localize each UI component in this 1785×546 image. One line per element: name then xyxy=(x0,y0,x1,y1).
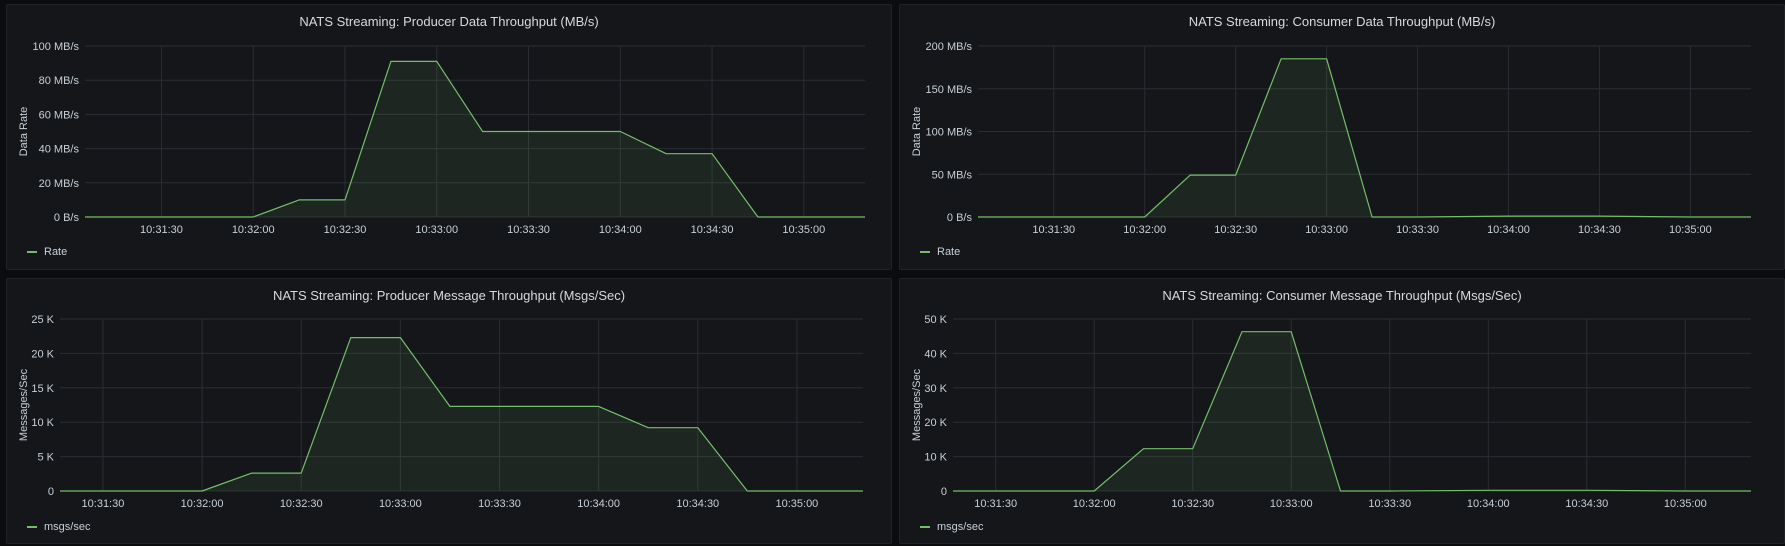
legend-swatch xyxy=(920,251,930,253)
x-tick-label: 10:34:30 xyxy=(676,498,719,510)
series-area xyxy=(85,61,865,218)
series-area xyxy=(978,58,1751,217)
panel-consumer-data: NATS Streaming: Consumer Data Throughput… xyxy=(899,4,1785,270)
y-axis-label: Messages/Sec xyxy=(911,368,923,441)
y-tick-label: 20 K xyxy=(924,417,947,429)
x-tick-label: 10:34:00 xyxy=(577,498,620,510)
y-tick-label: 30 K xyxy=(924,383,947,395)
y-tick-label: 150 MB/s xyxy=(926,84,973,96)
y-tick-label: 200 MB/s xyxy=(926,41,973,53)
y-axis-label: Messages/Sec xyxy=(18,368,30,441)
x-tick-label: 10:34:00 xyxy=(1487,224,1530,236)
x-tick-label: 10:32:00 xyxy=(181,498,224,510)
legend-label: Rate xyxy=(44,246,68,258)
y-tick-label: 0 xyxy=(941,486,947,498)
y-tick-label: 0 B/s xyxy=(54,212,80,224)
x-tick-label: 10:34:30 xyxy=(691,224,734,236)
x-tick-label: 10:33:30 xyxy=(1396,224,1439,236)
x-tick-label: 10:31:30 xyxy=(140,224,183,236)
panel-title[interactable]: NATS Streaming: Producer Message Through… xyxy=(272,288,626,303)
y-tick-label: 100 MB/s xyxy=(33,41,80,53)
x-tick-label: 10:32:30 xyxy=(1214,224,1257,236)
legend-label: msgs/sec xyxy=(937,521,984,533)
x-tick-label: 10:35:00 xyxy=(1664,498,1707,510)
legend[interactable]: msgs/sec xyxy=(27,521,90,533)
y-tick-label: 10 K xyxy=(31,417,54,429)
panel-title[interactable]: NATS Streaming: Consumer Data Throughput… xyxy=(1188,14,1496,29)
legend[interactable]: Rate xyxy=(27,246,67,258)
panel-consumer-messages: NATS Streaming: Consumer Message Through… xyxy=(899,278,1785,544)
x-tick-label: 10:32:30 xyxy=(324,224,367,236)
x-tick-label: 10:33:00 xyxy=(415,224,458,236)
y-tick-label: 40 MB/s xyxy=(39,144,80,156)
y-tick-label: 40 K xyxy=(924,348,947,360)
legend-swatch xyxy=(27,526,37,528)
panel-title[interactable]: NATS Streaming: Consumer Message Through… xyxy=(1162,288,1522,303)
x-tick-label: 10:32:30 xyxy=(1171,498,1214,510)
x-tick-label: 10:34:00 xyxy=(1467,498,1510,510)
y-tick-label: 5 K xyxy=(37,452,54,464)
series-line xyxy=(953,331,1751,492)
y-tick-label: 0 B/s xyxy=(947,212,973,224)
y-tick-label: 100 MB/s xyxy=(926,127,973,139)
y-tick-label: 10 K xyxy=(924,452,947,464)
legend-label: msgs/sec xyxy=(44,521,91,533)
x-tick-label: 10:32:00 xyxy=(1073,498,1116,510)
x-tick-label: 10:31:30 xyxy=(82,498,125,510)
x-tick-label: 10:31:30 xyxy=(1032,224,1075,236)
panel-title[interactable]: NATS Streaming: Producer Data Throughput… xyxy=(299,14,599,29)
x-tick-label: 10:32:00 xyxy=(1123,224,1166,236)
y-tick-label: 50 K xyxy=(924,314,947,326)
y-tick-label: 20 MB/s xyxy=(39,178,80,190)
panel-producer-data: NATS Streaming: Producer Data Throughput… xyxy=(6,4,892,270)
y-axis-label: Data Rate xyxy=(18,107,30,157)
panel-producer-messages: NATS Streaming: Producer Message Through… xyxy=(6,278,892,544)
x-tick-label: 10:32:30 xyxy=(280,498,323,510)
x-tick-label: 10:33:30 xyxy=(507,224,550,236)
x-tick-label: 10:35:00 xyxy=(782,224,825,236)
x-tick-label: 10:31:30 xyxy=(974,498,1017,510)
chart-producer-data: 0 B/s 20 MB/s 40 MB/s 60 MB/s 80 MB/s 100 MB/… xyxy=(18,41,865,236)
y-tick-label: 60 MB/s xyxy=(39,109,80,121)
x-tick-label: 10:33:00 xyxy=(1270,498,1313,510)
series-line xyxy=(60,337,863,492)
x-tick-label: 10:34:30 xyxy=(1565,498,1608,510)
x-tick-label: 10:33:00 xyxy=(1305,224,1348,236)
x-tick-label: 10:33:30 xyxy=(1368,498,1411,510)
x-tick-label: 10:32:00 xyxy=(232,224,275,236)
y-axis-label: Data Rate xyxy=(911,107,923,157)
legend-swatch xyxy=(27,251,37,253)
series-area xyxy=(953,331,1751,491)
x-tick-label: 10:34:00 xyxy=(599,224,642,236)
x-tick-label: 10:33:30 xyxy=(478,498,521,510)
y-tick-label: 0 xyxy=(48,486,54,498)
legend-label: Rate xyxy=(937,246,961,258)
x-tick-label: 10:34:30 xyxy=(1578,224,1621,236)
chart-producer-messages: 0 5 K 10 K 15 K 20 K 25 K 10:31:30 10:32:00 10:3… xyxy=(18,314,863,510)
y-tick-label: 15 K xyxy=(31,383,54,395)
chart-consumer-data: 0 B/s 50 MB/s 100 MB/s 150 MB/s 200 MB/s 10:3… xyxy=(911,41,1751,236)
legend[interactable]: msgs/sec xyxy=(920,521,983,533)
x-tick-label: 10:33:00 xyxy=(379,498,422,510)
series-area xyxy=(60,337,863,491)
series-line xyxy=(85,60,865,218)
y-tick-label: 50 MB/s xyxy=(932,169,973,181)
y-tick-label: 25 K xyxy=(31,314,54,326)
legend-swatch xyxy=(920,526,930,528)
x-tick-label: 10:35:00 xyxy=(775,498,818,510)
series-line xyxy=(978,58,1751,218)
x-tick-label: 10:35:00 xyxy=(1669,224,1712,236)
legend[interactable]: Rate xyxy=(920,246,960,258)
chart-consumer-messages: 0 10 K 20 K 30 K 40 K 50 K 10:31:30 10:32:00 10:… xyxy=(911,314,1751,510)
y-tick-label: 80 MB/s xyxy=(39,75,80,87)
y-tick-label: 20 K xyxy=(31,348,54,360)
